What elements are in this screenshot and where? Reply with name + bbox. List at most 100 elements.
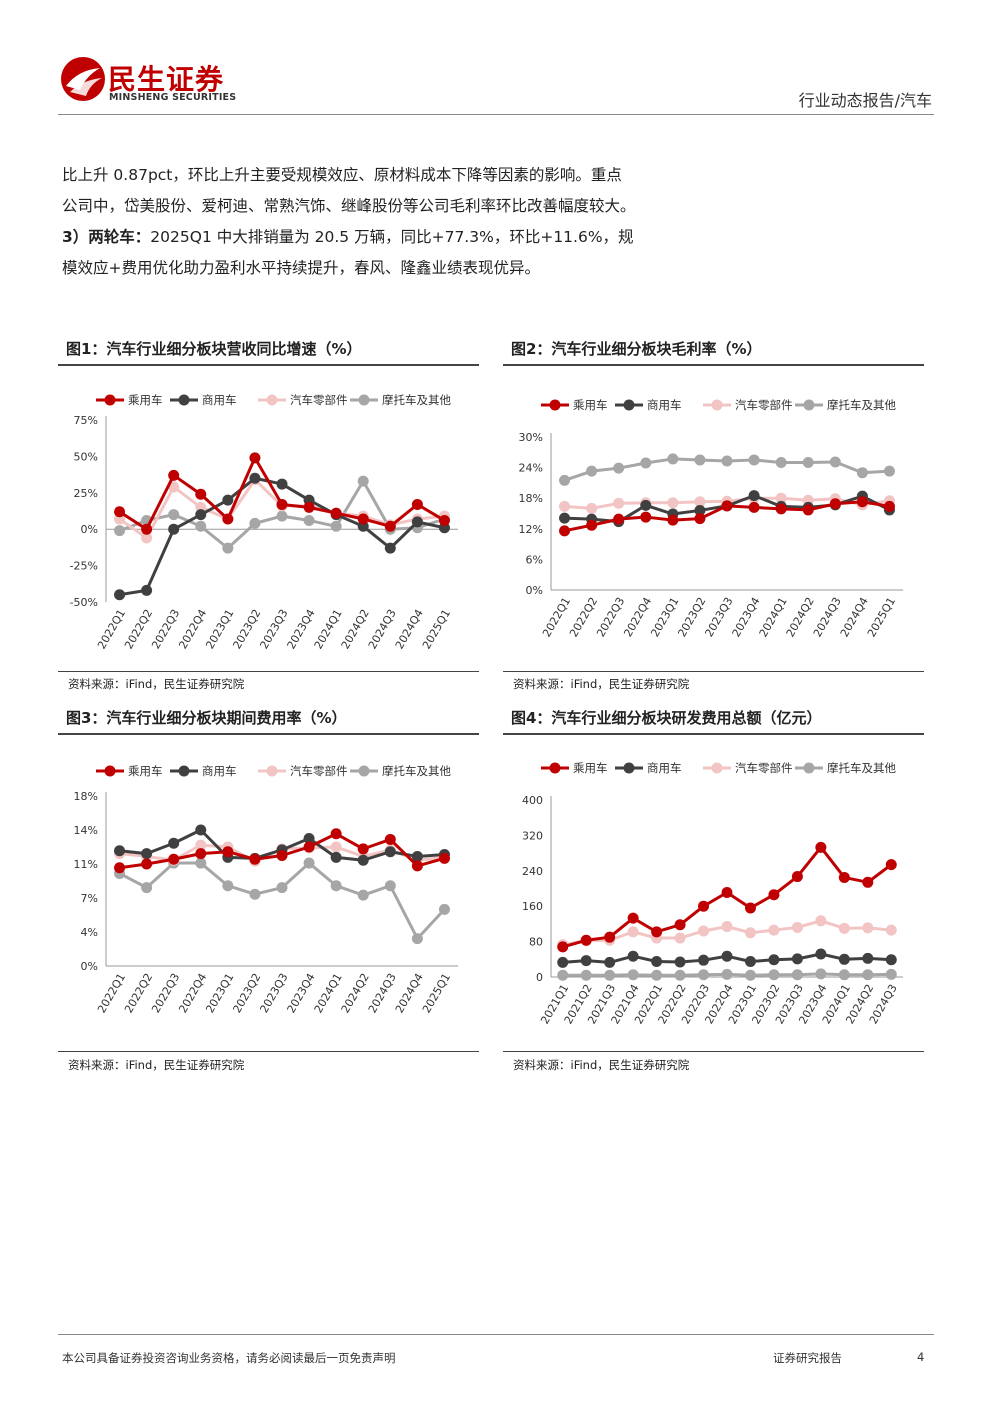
fig3-source: 资料来源：iFind，民生证券研究院	[68, 1058, 245, 1072]
y-tick-label: -25%	[70, 560, 98, 573]
data-point	[222, 846, 234, 858]
fig2-title: 图2：汽车行业细分板块毛利率（%）	[511, 340, 762, 358]
data-point	[885, 954, 897, 966]
data-point	[651, 969, 663, 981]
series-line-3	[118, 861, 446, 941]
data-point	[586, 502, 598, 514]
data-point	[838, 953, 850, 965]
legend-label-1: 商用车	[202, 393, 237, 407]
y-tick-label: 0%	[526, 584, 543, 597]
data-point	[856, 496, 868, 508]
y-tick-label: 320	[522, 829, 543, 842]
data-point	[330, 520, 342, 532]
data-point	[357, 889, 369, 901]
data-point	[303, 833, 315, 844]
data-point	[330, 851, 342, 863]
report-category: 行业动态报告/汽车	[798, 91, 932, 110]
data-point	[384, 833, 396, 845]
fig1-title-rule	[58, 364, 479, 366]
data-point	[802, 457, 814, 468]
data-point	[586, 465, 598, 477]
data-point	[411, 498, 423, 510]
data-point	[438, 514, 450, 526]
data-point	[580, 934, 592, 946]
data-point	[775, 492, 787, 504]
data-point	[829, 456, 841, 468]
y-tick-label: 400	[522, 794, 543, 807]
data-point	[744, 927, 756, 939]
data-point	[276, 510, 288, 522]
data-point	[674, 969, 686, 981]
data-point	[721, 921, 733, 933]
section-label: 3）两轮车：	[62, 228, 151, 246]
brand-name-en: MINSHENG SECURITIES	[109, 92, 237, 103]
legend-label-0: 乘用车	[573, 398, 608, 412]
y-tick-label: 4%	[81, 926, 98, 939]
data-point	[141, 523, 153, 535]
fig3-title: 图3：汽车行业细分板块期间费用率（%）	[66, 709, 347, 727]
data-point	[613, 497, 625, 509]
data-point	[862, 952, 874, 964]
legend-label-3: 摩托车及其他	[382, 393, 451, 407]
data-point	[114, 525, 126, 537]
data-point	[768, 969, 780, 981]
data-point	[303, 857, 315, 869]
y-tick-label: 0%	[81, 523, 98, 536]
data-point	[694, 496, 706, 508]
data-point	[694, 513, 706, 525]
data-point	[357, 475, 369, 487]
y-tick-label: 6%	[526, 553, 543, 566]
data-point	[768, 889, 780, 901]
data-point	[604, 931, 616, 943]
data-point	[357, 854, 369, 866]
data-point	[141, 882, 153, 894]
footer-disclaimer: 本公司具备证券投资咨询业务资格，请务必阅读最后一页免责声明	[62, 1351, 396, 1365]
fig1-source: 资料来源：iFind，民生证券研究院	[68, 677, 245, 691]
data-point	[580, 955, 592, 967]
y-tick-label: 0%	[81, 960, 98, 973]
y-tick-label: 80	[529, 936, 543, 949]
footer-report-type: 证券研究报告	[773, 1351, 842, 1365]
data-point	[303, 501, 315, 513]
fig4-title-rule	[503, 733, 924, 735]
data-point	[580, 969, 592, 981]
data-point	[559, 474, 571, 486]
data-point	[640, 457, 652, 469]
data-point	[357, 843, 369, 855]
data-point	[195, 839, 207, 851]
legend-label-3: 摩托车及其他	[827, 398, 896, 412]
data-point	[249, 517, 261, 529]
data-point	[141, 858, 153, 870]
data-point	[744, 902, 756, 914]
data-point	[168, 469, 180, 481]
data-point	[791, 871, 803, 883]
data-point	[222, 513, 234, 525]
y-tick-label: 18%	[74, 790, 98, 803]
fig1-title: 图1：汽车行业细分板块营收同比增速（%）	[66, 340, 362, 358]
data-point	[768, 954, 780, 966]
header-divider	[58, 114, 934, 115]
y-tick-label: -50%	[70, 596, 98, 609]
data-point	[667, 514, 679, 526]
fig1-chart: 乘用车 商用车 汽车零部件 摩托车及其他75%50%25%0%-25%-50%2022…	[70, 393, 458, 651]
data-point	[141, 848, 153, 860]
data-point	[357, 513, 369, 525]
y-tick-label: 18%	[519, 492, 543, 505]
data-point	[303, 841, 315, 853]
legend-label-2: 汽车零部件	[290, 764, 348, 778]
data-point	[815, 841, 827, 853]
fig2-chart: 乘用车 商用车 汽车零部件 摩托车及其他30%24%18%12%6%0%2022Q12…	[519, 398, 903, 639]
fig2-title-rule	[503, 364, 924, 366]
data-point	[168, 523, 180, 535]
data-point	[721, 950, 733, 962]
data-point	[114, 506, 126, 518]
data-point	[557, 956, 569, 968]
data-point	[303, 514, 315, 526]
data-point	[276, 882, 288, 894]
body-line-3: 3）两轮车：2025Q1 中大排销量为 20.5 万辆，同比+77.3%，环比+…	[62, 225, 634, 247]
data-point	[748, 490, 760, 502]
body-line-4: 模效应+费用优化助力盈利水平持续提升，春风、隆鑫业绩表现优异。	[62, 259, 540, 277]
y-tick-label: 12%	[519, 523, 543, 536]
data-point	[838, 922, 850, 934]
body-line-2: 公司中，岱美股份、爱柯迪、常熟汽饰、继峰股份等公司毛利率环比改善幅度较大。	[62, 197, 636, 215]
